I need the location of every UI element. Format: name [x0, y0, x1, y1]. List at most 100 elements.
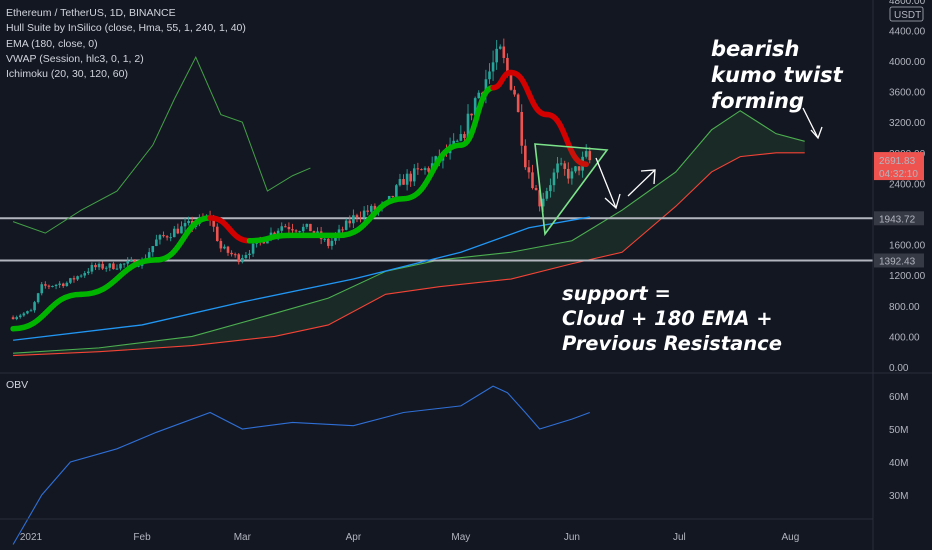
- price-tick-label: 1200.00: [889, 271, 926, 282]
- candle-up: [556, 163, 559, 173]
- annotation-line: bearish: [711, 37, 800, 61]
- annotation-line: kumo twist: [711, 63, 843, 87]
- candle-up: [362, 210, 366, 218]
- last-price-tag: [874, 152, 924, 181]
- arrow-up-shaft: [627, 169, 656, 197]
- candle-up: [541, 198, 545, 207]
- candle-up: [398, 179, 402, 186]
- candle-up: [477, 92, 481, 99]
- candle-down: [420, 169, 423, 171]
- time-tick-label: May: [451, 532, 470, 543]
- arrow-kumo-shaft: [802, 107, 819, 139]
- time-tick-label: Feb: [133, 532, 151, 543]
- hull-segment-up: [458, 85, 496, 148]
- level-price-label: 1392.43: [879, 256, 916, 267]
- candle-down: [409, 173, 412, 182]
- candle-up: [65, 282, 69, 287]
- candle-down: [563, 163, 567, 169]
- candle-up: [552, 172, 556, 186]
- candle-down: [233, 254, 237, 256]
- candle-up: [126, 260, 130, 264]
- arrow-kumo-head: [810, 126, 823, 140]
- annotation-line: Cloud + 180 EMA +: [562, 307, 773, 330]
- time-tick-label: Jul: [673, 532, 686, 543]
- triangle-pattern-drawing: [534, 143, 609, 237]
- indicator-vwap[interactable]: VWAP (Session, hlc3, 0, 1, 2): [6, 52, 144, 65]
- candle-up: [248, 253, 251, 256]
- candle-down: [226, 246, 230, 253]
- candle-down: [101, 263, 104, 269]
- candle-up: [491, 62, 495, 72]
- candle-up: [323, 238, 327, 240]
- candle-up: [104, 267, 108, 269]
- candle-up: [344, 220, 348, 230]
- candle-up: [466, 113, 470, 139]
- candle-down: [538, 190, 541, 207]
- price-tick-label: 3200.00: [889, 118, 926, 129]
- price-tick-label: 400.00: [889, 332, 920, 343]
- arrow-up-head: [640, 169, 656, 185]
- time-tick-label: Jun: [564, 532, 580, 543]
- candle-up: [484, 79, 488, 95]
- hull-suite-band: [10, 69, 589, 332]
- candle-down: [577, 166, 581, 171]
- candle-down: [341, 229, 344, 231]
- candle-down: [273, 232, 276, 235]
- candle-down: [520, 112, 524, 146]
- candle-down: [11, 317, 15, 320]
- candle-down: [416, 168, 420, 170]
- price-tick-label: 4000.00: [889, 57, 926, 68]
- candle-up: [180, 226, 183, 234]
- candle-up: [570, 171, 574, 179]
- candle-up: [40, 284, 44, 294]
- candle-up: [97, 263, 101, 268]
- candle-up: [158, 235, 162, 240]
- indicator-ema[interactable]: EMA (180, close, 0): [6, 37, 98, 50]
- candle-down: [463, 134, 466, 139]
- cloud-leading-span-b: [13, 152, 805, 357]
- candle-up: [79, 275, 83, 277]
- time-tick-label: Aug: [781, 532, 799, 543]
- lagging-span-line: [12, 56, 311, 234]
- candle-up: [172, 228, 176, 238]
- candle-up: [266, 240, 269, 244]
- indicator-hull-suite[interactable]: Hull Suite by InSilico (close, Hma, 55, …: [6, 22, 246, 35]
- obv-tick-label: 40M: [889, 458, 908, 469]
- candle-down: [348, 220, 352, 224]
- hull-segment-up: [400, 142, 464, 202]
- candle-up: [459, 134, 463, 141]
- candle-up: [122, 263, 126, 265]
- annotation-line: support =: [562, 282, 671, 305]
- ema-180-line: [13, 216, 590, 341]
- last-price-label: 2691.83: [879, 156, 916, 167]
- price-tick-label: 1600.00: [889, 241, 926, 252]
- candle-up: [169, 237, 172, 239]
- indicator-ichimoku[interactable]: Ichimoku (20, 30, 120, 60): [6, 68, 128, 81]
- candle-down: [212, 219, 215, 227]
- candle-up: [119, 263, 122, 269]
- candle-up: [574, 166, 577, 172]
- candle-down: [262, 240, 266, 244]
- hull-segment-up: [246, 232, 292, 244]
- time-tick-label: Apr: [346, 532, 362, 543]
- candle-up: [316, 231, 319, 234]
- annotation-support: support = Cloud + 180 EMA + Previous Res…: [562, 281, 782, 356]
- hull-segment-down: [490, 69, 514, 91]
- obv-pane-label[interactable]: OBV: [6, 379, 29, 391]
- unit-label: USDT: [894, 10, 921, 21]
- symbol-title[interactable]: Ethereum / TetherUS, 1D, BINANCE: [6, 7, 176, 19]
- price-tick-label: 4800.00: [889, 0, 926, 7]
- arrow-down-head: [604, 193, 621, 210]
- candle-up: [352, 215, 355, 224]
- candle-up: [26, 311, 29, 314]
- candle-up: [452, 140, 455, 145]
- candle-up: [488, 71, 491, 80]
- candle-down: [47, 285, 51, 287]
- candle-down: [373, 205, 377, 210]
- candle-up: [36, 293, 40, 303]
- candle-up: [559, 163, 563, 165]
- candle-down: [287, 227, 291, 230]
- candle-up: [330, 240, 334, 246]
